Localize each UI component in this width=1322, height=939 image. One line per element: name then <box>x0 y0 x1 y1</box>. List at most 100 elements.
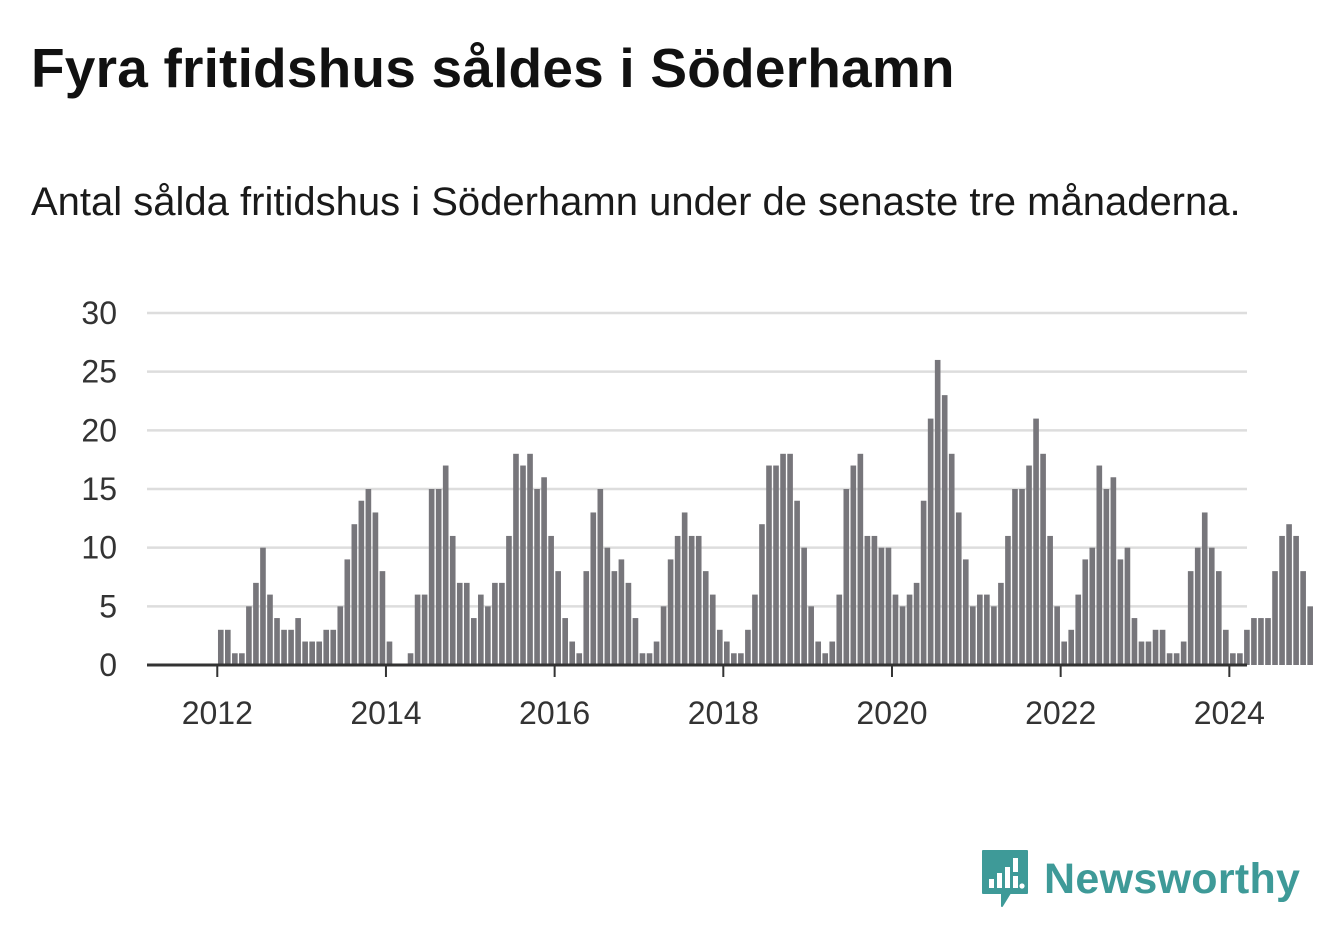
bar <box>316 641 323 665</box>
bar <box>428 489 435 665</box>
bar <box>449 535 456 665</box>
bar <box>934 359 941 665</box>
bar <box>337 606 344 665</box>
bar <box>1208 547 1215 665</box>
bar <box>787 453 793 665</box>
bar <box>239 653 245 665</box>
bar <box>309 641 315 665</box>
bar-chart: 0 5 10 15 20 25 30 2012 2014 2016 2018 2020 2022 2024… <box>81 295 1313 731</box>
y-tick-label: 30 <box>81 295 117 331</box>
bar <box>1138 641 1145 665</box>
bar <box>857 453 864 665</box>
bar <box>618 559 625 665</box>
bar <box>1230 653 1236 665</box>
bar <box>864 535 871 665</box>
bar <box>681 512 688 665</box>
bar <box>478 594 484 665</box>
bar <box>1194 547 1201 665</box>
bar <box>365 489 372 665</box>
bar <box>1110 477 1117 665</box>
bar <box>330 629 337 665</box>
bar <box>1279 535 1285 665</box>
bar <box>1300 571 1306 665</box>
bar <box>358 500 365 665</box>
bar <box>815 641 822 665</box>
bar <box>1272 571 1278 665</box>
bar <box>822 653 829 665</box>
bar <box>625 582 632 665</box>
bar <box>766 465 772 665</box>
bar <box>463 582 470 665</box>
bar <box>773 465 779 665</box>
bar <box>1244 629 1250 665</box>
bar <box>745 629 751 665</box>
bar <box>583 571 590 665</box>
bar <box>836 594 843 665</box>
y-tick-label: 25 <box>81 354 117 390</box>
bar <box>1258 618 1264 665</box>
bar <box>225 629 231 665</box>
bar <box>899 606 906 665</box>
bar <box>1019 489 1025 665</box>
bar <box>780 453 786 665</box>
bars <box>217 359 1313 665</box>
x-tick-label: 2016 <box>519 695 590 731</box>
bar <box>829 641 836 665</box>
bar <box>541 477 547 665</box>
bar <box>576 653 583 665</box>
bar <box>611 571 618 665</box>
bar <box>527 453 533 665</box>
bar <box>892 594 899 665</box>
bar <box>435 489 442 665</box>
bar <box>878 547 885 665</box>
bar <box>1005 535 1011 665</box>
x-tick-label: 2022 <box>1025 695 1096 731</box>
bar <box>499 582 505 665</box>
bar <box>407 653 414 665</box>
bar <box>1061 641 1067 665</box>
bar <box>1251 618 1257 665</box>
bar <box>506 535 512 665</box>
bar <box>843 489 850 665</box>
bar <box>379 571 386 665</box>
bar <box>738 653 744 665</box>
bar <box>569 641 576 665</box>
bar <box>1187 571 1194 665</box>
bar <box>288 629 294 665</box>
bar <box>485 606 491 665</box>
bar <box>372 512 379 665</box>
axes <box>147 663 1247 677</box>
bar <box>1012 489 1018 665</box>
bar <box>1201 512 1208 665</box>
bar <box>871 535 878 665</box>
bar <box>674 535 681 665</box>
bar <box>1293 535 1299 665</box>
bar <box>927 418 934 665</box>
x-tick-label: 2012 <box>182 695 253 731</box>
bar <box>281 629 287 665</box>
bar <box>295 618 301 665</box>
bar <box>688 535 695 665</box>
y-tick-label: 10 <box>81 530 117 566</box>
chart-title: Fyra fritidshus såldes i Söderhamn <box>31 37 955 99</box>
bar <box>1033 418 1039 665</box>
bar <box>421 594 428 665</box>
bar <box>941 395 948 665</box>
y-tick-label: 15 <box>81 471 117 507</box>
bar <box>794 500 800 665</box>
bar <box>253 582 259 665</box>
bar <box>555 571 561 665</box>
y-tick-label: 0 <box>99 647 117 683</box>
bar <box>1131 618 1138 665</box>
bar <box>414 594 421 665</box>
bar <box>1040 453 1046 665</box>
bar <box>1054 606 1060 665</box>
bar <box>520 465 526 665</box>
bar <box>1075 594 1082 665</box>
bar <box>302 641 308 665</box>
bar <box>386 641 393 665</box>
bar <box>998 582 1004 665</box>
bar <box>969 606 976 665</box>
bar <box>1096 465 1103 665</box>
bar <box>724 641 730 665</box>
